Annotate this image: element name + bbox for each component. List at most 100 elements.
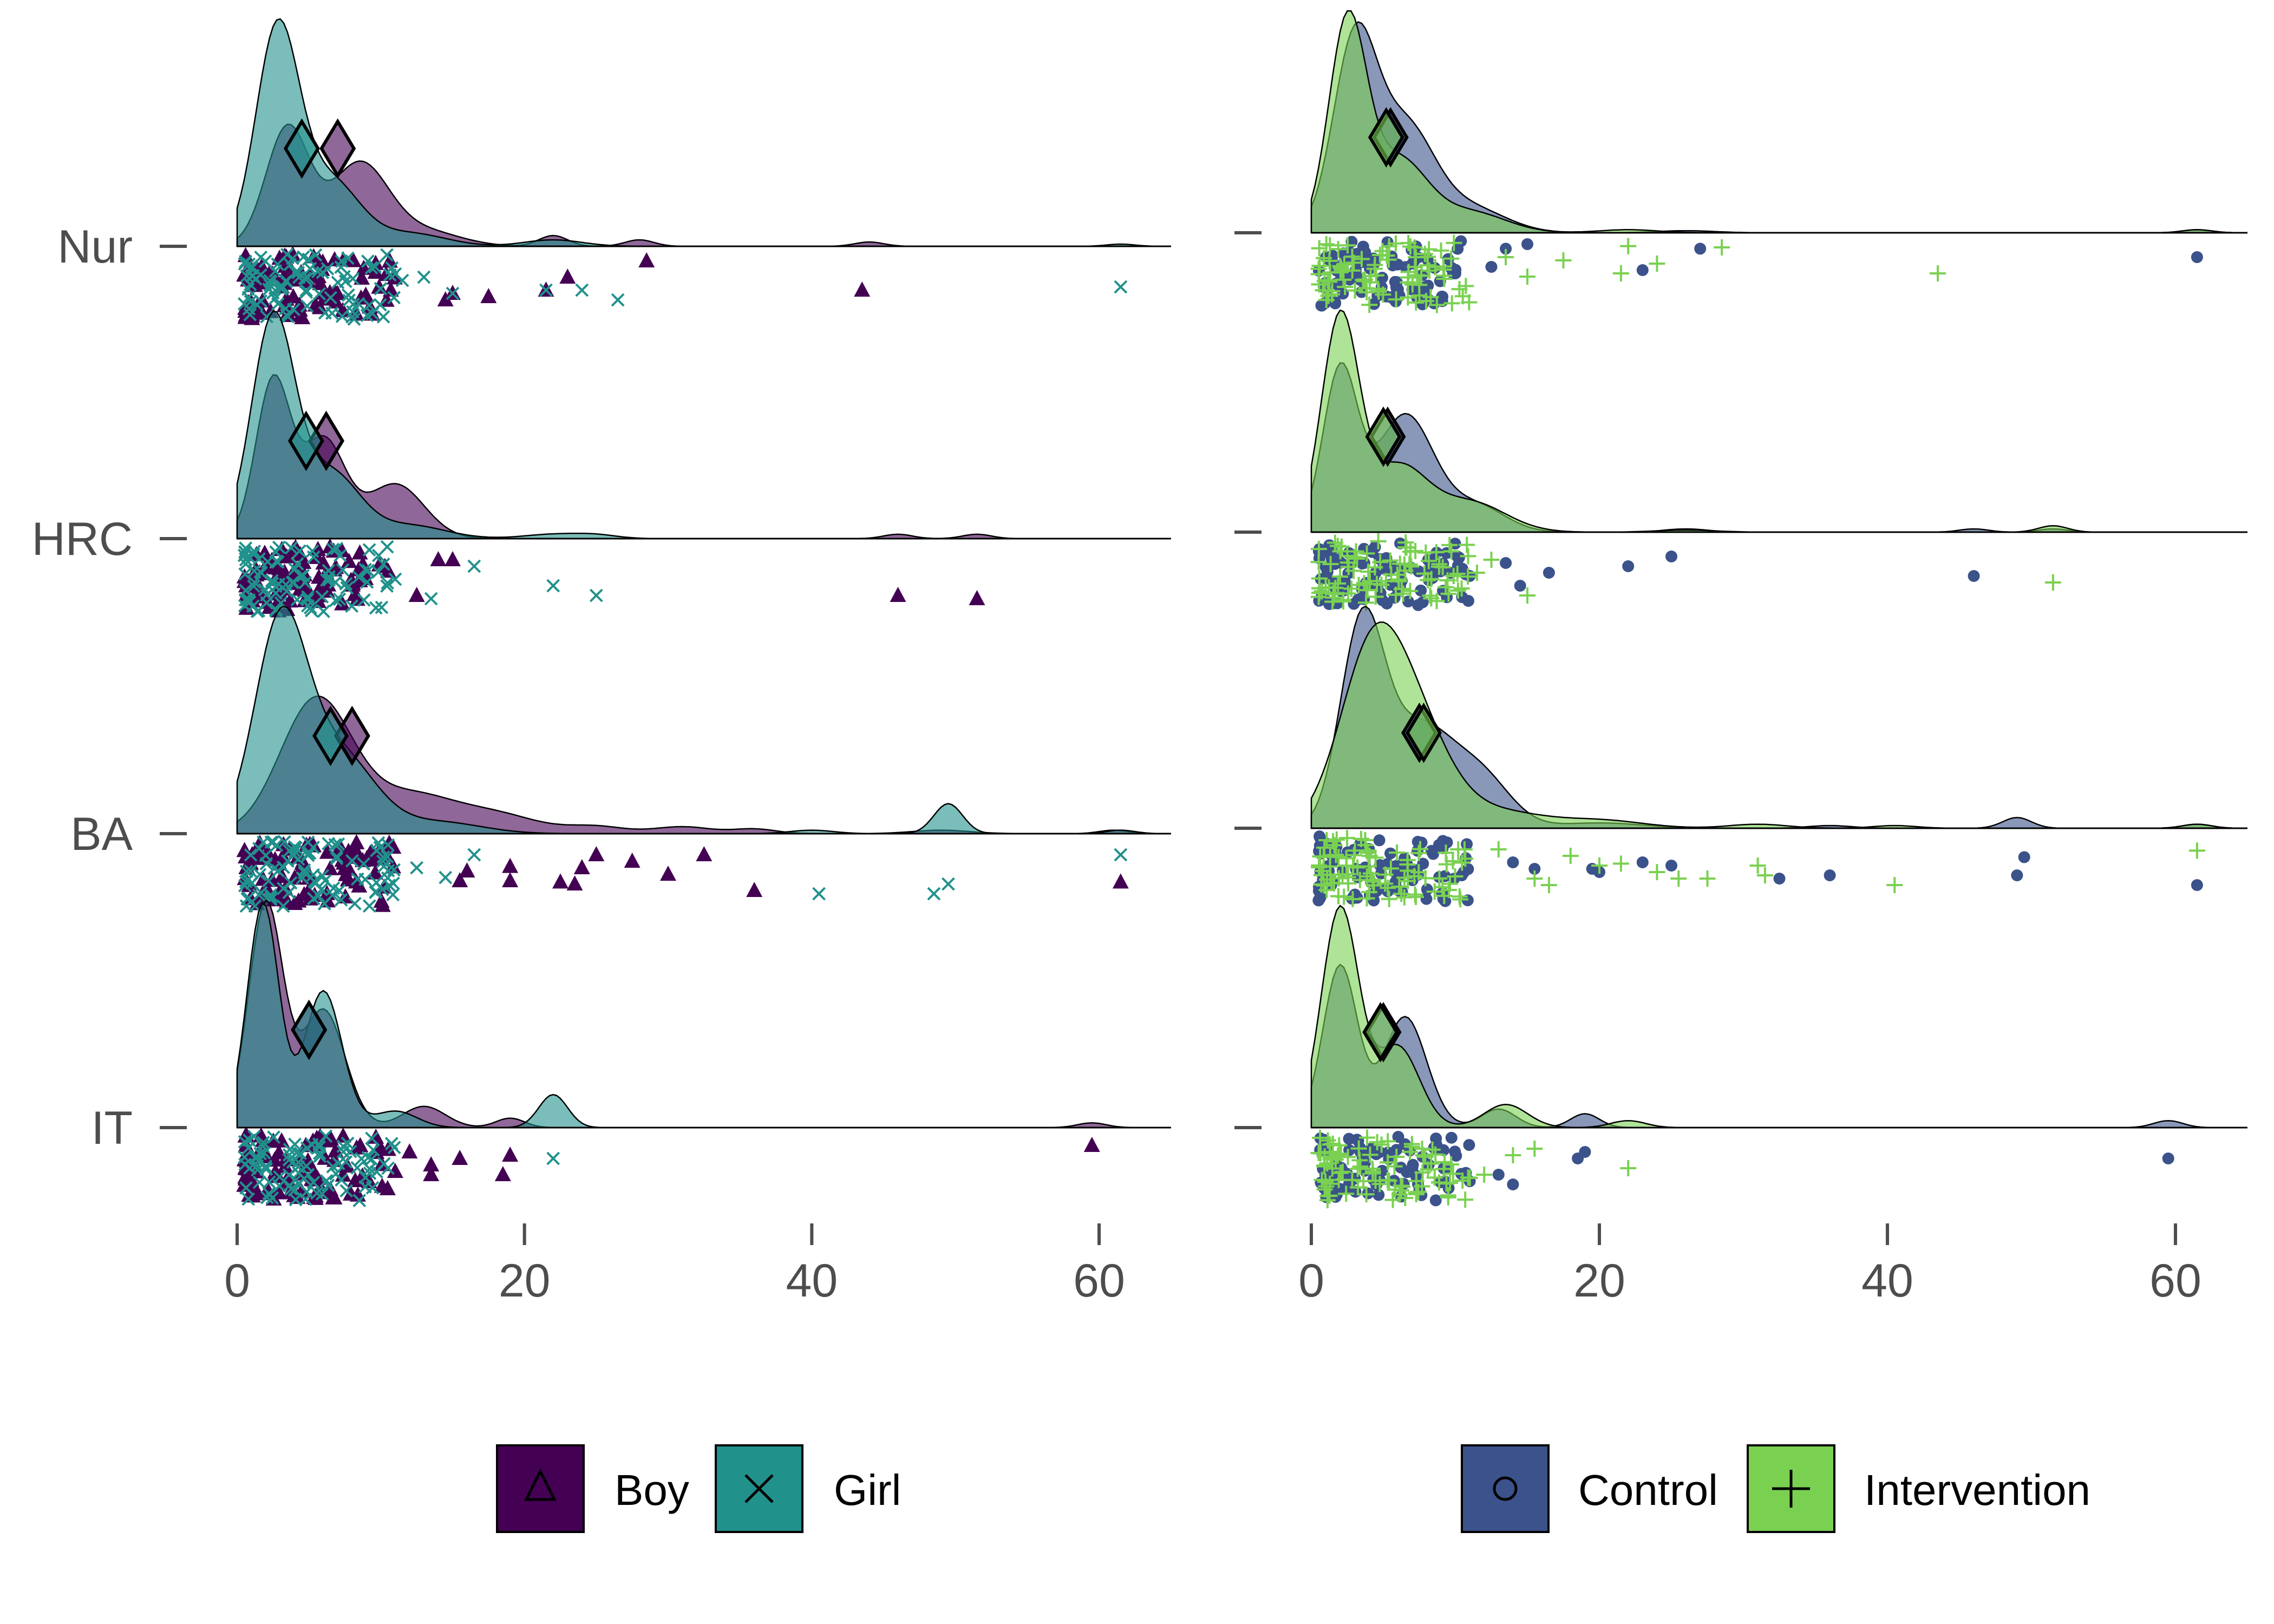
point [1555, 252, 1572, 269]
point [1636, 264, 1649, 276]
point [335, 1127, 351, 1143]
point [424, 592, 438, 606]
point [1498, 249, 1514, 265]
point [1388, 1148, 1405, 1165]
point [1500, 243, 1512, 255]
point [1393, 1182, 1409, 1199]
point [1636, 856, 1649, 868]
point [696, 846, 713, 861]
point [300, 271, 315, 285]
point [1382, 552, 1399, 569]
point [1436, 887, 1453, 904]
point [1326, 837, 1343, 854]
point [381, 252, 398, 268]
point [370, 1165, 384, 1179]
point [1355, 272, 1371, 289]
point [1349, 859, 1366, 876]
point [1419, 257, 1436, 274]
point [1612, 265, 1629, 281]
point [350, 1161, 364, 1175]
point [1507, 856, 1519, 868]
point [559, 269, 576, 284]
point [408, 587, 425, 602]
density-control-it [1310, 964, 2247, 1129]
point [502, 857, 519, 873]
x-tick-label: 60 [1073, 1255, 1125, 1307]
row-it [1234, 905, 2247, 1209]
x-tick-label: 20 [499, 1255, 551, 1307]
point [1389, 844, 1406, 861]
point [348, 834, 365, 849]
point [1330, 241, 1347, 258]
point [297, 863, 311, 877]
point [2018, 851, 2030, 863]
point [242, 302, 256, 316]
point [301, 1168, 315, 1182]
point [1381, 238, 1397, 254]
point [332, 592, 347, 606]
rain-girl-nur [237, 247, 1128, 326]
point [321, 1178, 335, 1193]
point [1343, 1132, 1355, 1145]
point [1366, 260, 1383, 277]
legend-sex: Boy Girl [496, 1444, 901, 1533]
point [1358, 545, 1375, 562]
point [336, 1145, 350, 1158]
point [1402, 1143, 1419, 1160]
point [256, 1140, 270, 1153]
point [1312, 1145, 1329, 1162]
mean-diamond-girl-ba [312, 705, 349, 767]
point [1443, 295, 1460, 312]
point [262, 1175, 276, 1189]
point [1485, 261, 1498, 273]
point [339, 1155, 353, 1169]
point [1345, 847, 1362, 863]
point [271, 257, 285, 271]
point [269, 586, 283, 600]
point [1773, 873, 1786, 885]
point [347, 585, 363, 601]
point [1540, 877, 1557, 893]
point [388, 572, 402, 586]
point [1428, 544, 1445, 561]
point [374, 281, 388, 296]
point [1507, 1178, 1519, 1190]
point [330, 849, 344, 863]
point [1319, 1192, 1336, 1209]
point [388, 267, 402, 281]
point [1325, 833, 1342, 850]
point [2191, 251, 2203, 263]
point [1382, 1147, 1394, 1159]
point [379, 1180, 396, 1196]
x-tick-label: 60 [2149, 1255, 2201, 1307]
point [361, 1151, 375, 1165]
y-axis-labels: Nur HRC BA IT [32, 221, 133, 1154]
point [300, 299, 314, 313]
point [1461, 294, 1478, 311]
legend-group: Control Intervention [1461, 1444, 2090, 1533]
point [277, 835, 291, 849]
point [325, 1189, 342, 1204]
point [1714, 239, 1730, 256]
point [292, 544, 306, 558]
point [329, 593, 343, 607]
point [1322, 555, 1339, 572]
x-tick-label: 40 [786, 1255, 838, 1307]
point [284, 1182, 298, 1196]
point [290, 593, 304, 607]
point [331, 276, 345, 290]
point [1450, 841, 1467, 858]
point [296, 568, 310, 582]
point [1505, 1147, 1521, 1163]
point [279, 308, 293, 322]
point [1416, 245, 1433, 262]
row-nur [160, 18, 1171, 326]
density-intervention-it [1310, 905, 2247, 1129]
point [268, 291, 282, 305]
point [546, 1151, 560, 1165]
point [335, 1173, 349, 1187]
point [1438, 856, 1455, 873]
point [278, 548, 295, 564]
point [1400, 862, 1416, 879]
point [1379, 1171, 1396, 1188]
